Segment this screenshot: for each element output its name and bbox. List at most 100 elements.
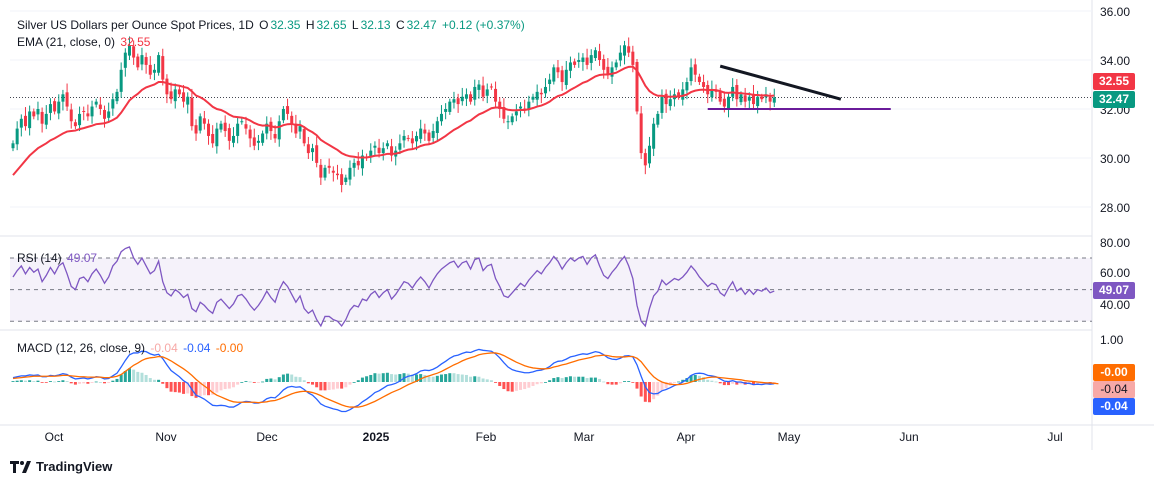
macd-histogram-bar [423, 374, 427, 382]
candle-body [689, 67, 693, 82]
macd-histogram-bar [390, 374, 394, 382]
macd-histogram-bar [593, 377, 597, 382]
candle-body [656, 113, 660, 125]
candle-body [439, 113, 443, 122]
macd-histogram-bar [182, 382, 186, 394]
candle-body [431, 131, 435, 138]
candle-body [352, 162, 356, 168]
candle-body [61, 94, 65, 102]
macd-histogram-bar [302, 380, 306, 382]
macd-histogram-bar [98, 382, 102, 383]
candle-body [635, 61, 639, 112]
rsi-tag: 49.07 [1093, 282, 1135, 299]
candle-body [498, 101, 502, 109]
macd-histogram-bar [477, 376, 481, 382]
macd-histogram-bar [415, 374, 419, 382]
macd-histogram-bar [315, 382, 319, 388]
macd-histogram-bar [65, 381, 69, 382]
candle-body [489, 86, 493, 88]
candle-body [722, 98, 726, 107]
macd-legend: MACD (12, 26, close, 9) -0.04 -0.04 -0.0… [17, 341, 245, 355]
candle-body [469, 94, 473, 102]
macd-histogram-bar [327, 382, 331, 390]
candle-body [194, 125, 198, 134]
macd-histogram-bar [681, 379, 685, 382]
brand-name: TradingView [36, 459, 113, 474]
candle-body [157, 55, 161, 73]
macd-histogram-bar [431, 376, 435, 382]
candle-body [577, 60, 581, 62]
macd-histogram-bar [610, 382, 614, 385]
macd-histogram-bar [543, 382, 547, 383]
macd-histogram-bar [444, 374, 448, 382]
candle-body [377, 147, 381, 154]
tradingview-logo[interactable]: TradingView [10, 459, 112, 474]
macd-histogram-bar [369, 374, 373, 382]
macd-histogram-bar [219, 382, 223, 391]
macd-histogram-bar [573, 376, 577, 382]
macd-histogram-bar [535, 382, 539, 385]
candle-body [36, 109, 40, 115]
candle-body [356, 160, 360, 166]
macd-histogram-bar [107, 382, 111, 383]
macd-histogram-bar [19, 380, 23, 382]
candle-body [202, 118, 206, 124]
candle-body [756, 96, 760, 107]
low-value: 32.13 [360, 18, 391, 32]
macd-histogram-bar [244, 381, 248, 382]
candle-body [531, 96, 535, 100]
macd-histogram-bar [710, 380, 714, 382]
candle-body [273, 133, 277, 139]
candle-body [344, 177, 348, 183]
macd-histogram-bar [273, 379, 277, 382]
macd-tag: -0.04 [1093, 398, 1135, 415]
candle-body [552, 67, 556, 82]
candle-body [510, 116, 514, 123]
time-tick-apr: Apr [676, 430, 696, 444]
candle-body [144, 57, 148, 65]
time-tick-jun: Jun [899, 430, 919, 444]
macd-histogram-bar [693, 374, 697, 382]
candle-body [40, 111, 44, 124]
macd-histogram-bar [672, 382, 676, 383]
macd-signal-value: -0.00 [215, 341, 244, 355]
candle-body [236, 123, 240, 136]
macd-histogram-bar [406, 373, 410, 382]
macd-histogram-bar [157, 379, 161, 382]
macd-histogram-bar [527, 382, 531, 388]
candle-body [697, 76, 701, 83]
macd-histogram-bar [639, 382, 643, 397]
macd-histogram-bar [256, 382, 260, 383]
candle-body [319, 164, 323, 178]
macd-histogram-bar [73, 382, 77, 385]
macd-histogram-bar [365, 376, 369, 382]
macd-histogram-bar [539, 382, 543, 384]
candle-body [152, 69, 156, 73]
candle-body [464, 94, 468, 99]
macd-histogram-bar [306, 382, 310, 384]
candle-body [169, 91, 173, 100]
candle-body [306, 144, 310, 154]
candle-body [198, 116, 202, 131]
candle-body [598, 51, 602, 60]
macd-histogram-bar [194, 382, 198, 398]
macd-histogram-bar [44, 382, 48, 383]
time-tick-feb: Feb [475, 430, 497, 444]
candle-body [743, 95, 747, 102]
macd-histogram-bar [510, 382, 514, 392]
candle-body [568, 62, 572, 71]
candle-body [78, 113, 82, 126]
candle-body [298, 126, 302, 132]
macd-histogram-bar [48, 381, 52, 382]
candle-body [182, 92, 186, 102]
macd-histogram-bar [731, 382, 735, 384]
candle-body [177, 89, 181, 95]
macd-histogram-bar [165, 382, 169, 389]
ema-legend: EMA (21, close, 0) 32.55 [17, 35, 152, 49]
candle-body [123, 52, 127, 68]
macd-histogram-bar [664, 382, 668, 389]
candle-body [435, 121, 439, 134]
macd-histogram-bar [498, 382, 502, 386]
macd-histogram-bar [223, 382, 227, 390]
